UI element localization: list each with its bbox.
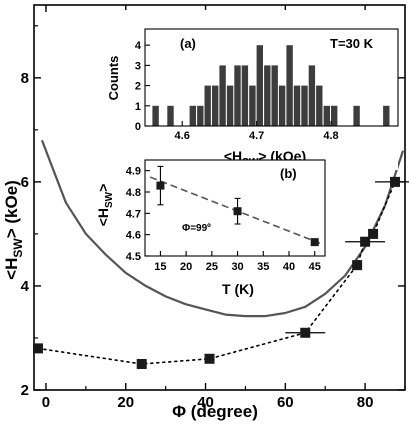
histogram-bar bbox=[353, 105, 360, 126]
x-tick-label: 30 bbox=[231, 261, 243, 273]
y-tick-label: 4.5 bbox=[126, 251, 141, 263]
y-tick-label: 2 bbox=[21, 382, 29, 399]
model-curve bbox=[40, 139, 405, 318]
x-tick-label: 4.7 bbox=[249, 130, 264, 142]
inset-b-data-layer bbox=[156, 165, 319, 247]
data-point bbox=[352, 260, 363, 271]
x-tick-label: 40 bbox=[283, 261, 295, 273]
data-series-layer bbox=[32, 176, 409, 369]
x-tick-label: 25 bbox=[206, 261, 218, 273]
inset-b-frame bbox=[144, 159, 326, 257]
y-tick-label: 4.9 bbox=[126, 166, 141, 178]
data-point bbox=[300, 327, 311, 338]
y-tick-label: 4.6 bbox=[126, 230, 141, 242]
histogram-bar bbox=[189, 105, 196, 126]
inset-b-panel-label: (b) bbox=[280, 166, 297, 181]
histogram-bar bbox=[204, 85, 211, 126]
data-point bbox=[390, 176, 401, 187]
x-tick-label: 20 bbox=[117, 394, 134, 411]
x-tick-label: 60 bbox=[277, 394, 294, 411]
inset-a-panel-label: (a) bbox=[180, 36, 196, 51]
y-tick-label: 6 bbox=[21, 174, 29, 191]
histogram-bar bbox=[152, 105, 159, 126]
inset-a-temperature-label: T=30 K bbox=[330, 36, 374, 51]
histogram-bar bbox=[286, 45, 293, 127]
y-tick-label: 4.8 bbox=[126, 187, 141, 199]
histogram-bars bbox=[152, 45, 390, 127]
x-tick-label: 40 bbox=[197, 394, 214, 411]
histogram-bar bbox=[264, 65, 271, 126]
histogram-bar bbox=[278, 85, 286, 126]
y-tick-label: 0 bbox=[135, 121, 141, 133]
data-point bbox=[368, 228, 379, 239]
histogram-bar bbox=[301, 85, 308, 126]
histogram-bar bbox=[167, 105, 174, 126]
y-tick-label: 4 bbox=[21, 278, 30, 295]
inset-b-angle-label: Φ=99º bbox=[182, 223, 211, 234]
histogram-bar bbox=[249, 85, 256, 126]
inset-b-x-axis-label: T (K) bbox=[222, 281, 254, 297]
histogram-bar bbox=[316, 85, 323, 126]
histogram-bar bbox=[226, 85, 234, 126]
x-tick-label: 45 bbox=[309, 261, 321, 273]
y-tick-label: 1 bbox=[135, 101, 141, 113]
inset-b-temperature-plot: 15 20 25 30 35 40 454.54.64.74.84.9 (b) Φ=99º … bbox=[95, 159, 326, 297]
histogram-bar bbox=[219, 65, 226, 126]
inset-b-axis-ticks: 15 20 25 30 35 40 45 4.5 4.6 4.7 4.8 4.9 bbox=[126, 166, 321, 273]
data-point bbox=[204, 353, 215, 364]
inset-a-axis-ticks: 4.6 4.7 4.8 0 1 2 3 4 bbox=[135, 40, 339, 142]
histogram-bar bbox=[271, 65, 278, 126]
x-tick-label: 20 bbox=[180, 261, 192, 273]
histogram-bar bbox=[323, 105, 330, 126]
histogram-bar bbox=[234, 65, 241, 126]
histogram-bar bbox=[241, 65, 249, 126]
histogram-bar bbox=[308, 65, 316, 126]
histogram-bar bbox=[331, 105, 338, 126]
main-x-axis-label: Φ (degree) bbox=[172, 402, 258, 421]
inset-b-y-axis-label: <HSW> bbox=[95, 184, 115, 227]
y-tick-label: 3 bbox=[135, 60, 141, 72]
main-y-axis-label: <HSW> (kOe) bbox=[2, 180, 25, 280]
data-point bbox=[32, 343, 43, 354]
data-point bbox=[136, 358, 147, 369]
main-plot-frame bbox=[33, 4, 406, 391]
data-point bbox=[156, 181, 165, 190]
x-tick-label: 35 bbox=[257, 261, 269, 273]
inset-a-background bbox=[100, 10, 398, 170]
y-tick-label: 2 bbox=[135, 81, 141, 93]
data-point bbox=[233, 207, 242, 216]
y-tick-label: 4 bbox=[135, 40, 142, 52]
x-tick-label: 15 bbox=[154, 261, 166, 273]
histogram-bar bbox=[197, 105, 204, 126]
y-tick-label: 4.7 bbox=[126, 208, 141, 220]
histogram-bar bbox=[256, 45, 263, 127]
model-curve-layer bbox=[40, 139, 405, 318]
x-tick-label: 4.6 bbox=[175, 130, 190, 142]
histogram-bar bbox=[212, 85, 219, 126]
x-tick-label: 0 bbox=[42, 394, 50, 411]
histogram-bar bbox=[383, 105, 390, 126]
x-tick-label: 4.8 bbox=[323, 130, 338, 142]
inset-a-frame bbox=[144, 28, 399, 127]
inset-a-y-axis-label: Counts bbox=[106, 56, 121, 101]
histogram-bar bbox=[293, 85, 301, 126]
y-tick-label: 8 bbox=[21, 70, 29, 87]
x-tick-label: 80 bbox=[357, 394, 374, 411]
data-point bbox=[360, 236, 371, 247]
data-point bbox=[310, 238, 319, 247]
